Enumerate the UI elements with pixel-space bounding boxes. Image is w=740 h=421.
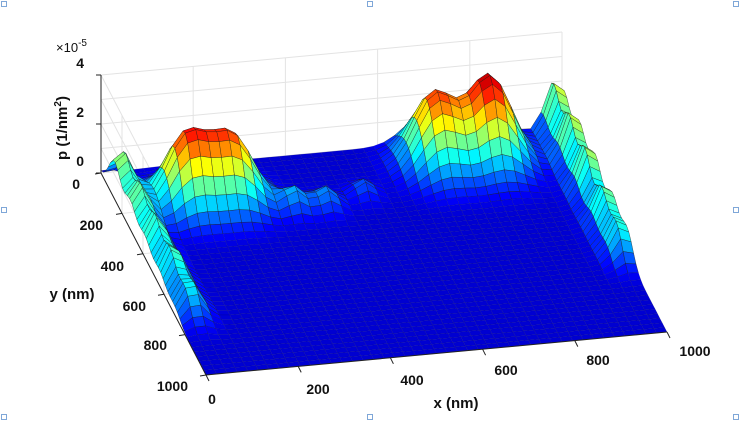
surface-patch <box>625 263 639 274</box>
selection-handle-mr[interactable] <box>733 207 739 213</box>
selection-handle-tc[interactable] <box>367 1 373 7</box>
x-tick-mark <box>297 366 302 373</box>
x-tick-mark <box>389 357 394 365</box>
gridline <box>100 31 563 76</box>
x-tick-600: 600 <box>494 362 518 378</box>
z-axis-label: p (1/nm2) <box>53 96 71 160</box>
x-tick-mark <box>482 348 487 356</box>
surface-mesh <box>100 72 668 376</box>
y-tick-mark <box>199 374 207 377</box>
y-tick-800: 800 <box>144 337 168 353</box>
gridline <box>100 56 563 100</box>
y-tick-600: 600 <box>123 298 147 314</box>
y-tick-mark <box>157 293 165 296</box>
x-tick-800: 800 <box>586 352 610 368</box>
selection-handle-ml[interactable] <box>1 207 7 213</box>
x-tick-400: 400 <box>400 372 424 388</box>
z-tick-4: 4 <box>76 55 84 71</box>
z-exponent: ×10-5 <box>56 38 87 55</box>
axes-box <box>94 74 671 382</box>
surface-patch <box>639 299 653 306</box>
selection-handle-br[interactable] <box>733 414 739 420</box>
x-tick-200: 200 <box>306 381 330 397</box>
surface-patch <box>632 285 646 292</box>
y-tick-400: 400 <box>101 258 125 274</box>
x-tick-1000: 1000 <box>679 343 710 359</box>
x-axis-line <box>205 331 668 376</box>
x-tick-mark <box>574 340 579 347</box>
surface-patch <box>630 279 644 287</box>
y-tick-mark <box>136 253 144 256</box>
y-tick-1000: 1000 <box>157 378 188 394</box>
y-tick-mark <box>115 212 123 215</box>
x-tick-mark <box>205 374 210 382</box>
y-tick-0: 0 <box>72 176 80 192</box>
y-axis-line <box>100 172 207 376</box>
y-tick-mark <box>178 334 186 337</box>
selection-handle-tl[interactable] <box>1 1 7 7</box>
x-tick-0: 0 <box>208 391 216 407</box>
y-axis-label: y (nm) <box>50 286 95 303</box>
selection-handle-bl[interactable] <box>1 414 7 420</box>
selection-handle-bc[interactable] <box>367 414 373 420</box>
x-axis-label: x (nm) <box>434 395 479 412</box>
y-tick-200: 200 <box>80 217 104 233</box>
z-tick-2: 2 <box>76 104 84 120</box>
selection-handle-tr[interactable] <box>733 1 739 7</box>
x-tick-mark <box>666 331 671 339</box>
z-tick-0: 0 <box>76 153 84 169</box>
surface-patch <box>637 295 651 301</box>
